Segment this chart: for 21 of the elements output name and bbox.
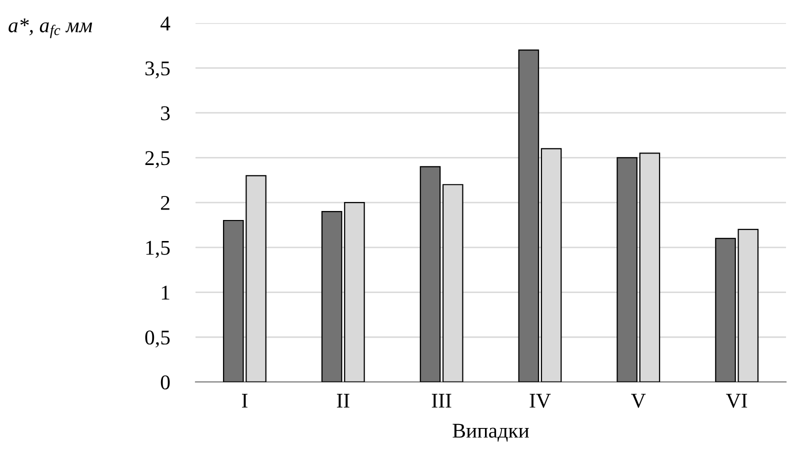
x-tick-label: III: [432, 394, 452, 408]
bar: [518, 50, 540, 382]
bar: [420, 166, 441, 382]
y-tick-label: 2: [161, 196, 170, 210]
y-tick-label: 0: [160, 375, 170, 390]
y-axis-title: a*, a$_{fc}$ мм: [8, 18, 92, 38]
x-tick-label: IV: [530, 394, 551, 408]
x-tick-label: VI: [726, 394, 748, 408]
y-tick-label: 3: [161, 106, 170, 120]
x-tick-label: I: [242, 394, 248, 408]
y-tick-label: 2,5: [145, 151, 170, 168]
x-tick-label: II: [336, 394, 350, 408]
bar: [616, 157, 638, 382]
y-tick-label: 1,5: [146, 240, 170, 258]
y-tick-label: 3,5: [145, 61, 170, 78]
bar: [321, 210, 342, 382]
y-tick-label: 1: [162, 286, 170, 300]
y-tick-label: 4: [160, 16, 170, 30]
y-tick-label: 0,5: [145, 330, 170, 348]
x-tick-label: V: [631, 394, 646, 408]
x-axis-title: Випадки: [452, 424, 529, 442]
